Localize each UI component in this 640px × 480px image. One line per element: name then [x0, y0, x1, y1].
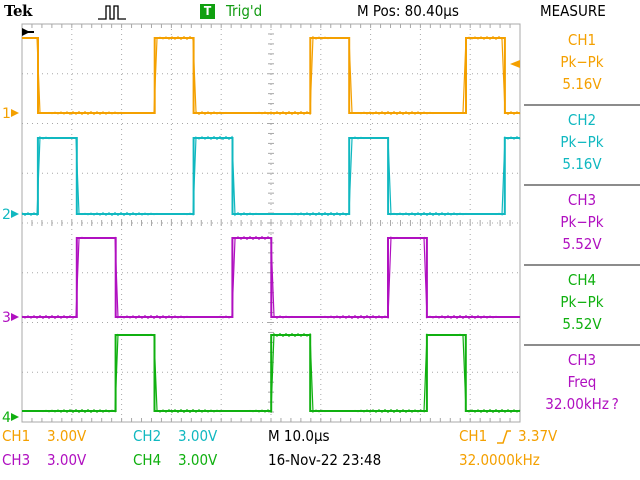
- channel-marker-arrow-icon: [11, 313, 19, 321]
- measurement-type: Pk−Pk: [560, 53, 604, 71]
- trigger-status: Trig'd: [226, 2, 263, 20]
- ch1-label: CH1: [2, 427, 31, 445]
- measurement-value: 32.00kHz ?: [545, 395, 619, 413]
- measurement-value: 5.16V: [562, 75, 602, 93]
- date-time: 16-Nov-22 23:48: [268, 451, 382, 469]
- menu-separator: [524, 264, 640, 266]
- channel-marker-arrow-icon: [11, 109, 19, 117]
- ch1-scale: 3.00V: [47, 427, 87, 445]
- channel-marker-1[interactable]: 1: [2, 106, 11, 122]
- measurement-3[interactable]: CH3 Pk−Pk 5.52V: [524, 189, 640, 255]
- channel-marker-arrow-icon: [11, 413, 19, 421]
- measurement-value: 5.52V: [562, 235, 602, 253]
- measurement-channel: CH3: [567, 351, 597, 369]
- measurement-type: Pk−Pk: [560, 133, 604, 151]
- ch2-label: CH2: [133, 427, 162, 445]
- measure-menu-title[interactable]: MEASURE: [540, 2, 606, 20]
- measurement-channel: CH4: [567, 271, 597, 289]
- channel-marker-arrow-icon: [11, 210, 19, 218]
- ch3-scale: 3.00V: [47, 451, 87, 469]
- channel-marker-3[interactable]: 3: [2, 310, 11, 326]
- trigger-level-arrow-icon: [510, 60, 520, 68]
- trigger-frequency: 32.0000kHz: [459, 451, 540, 469]
- horizontal-position: M Pos: 80.40µs: [357, 2, 459, 20]
- measurement-4[interactable]: CH4 Pk−Pk 5.52V: [524, 269, 640, 335]
- ch2-scale: 3.00V: [178, 427, 218, 445]
- measurement-type: Pk−Pk: [560, 213, 604, 231]
- measurement-type: Freq: [567, 373, 597, 391]
- menu-separator: [524, 344, 640, 346]
- measurement-channel: CH3: [567, 191, 597, 209]
- ch4-scale: 3.00V: [178, 451, 218, 469]
- timebase: M 10.0µs: [268, 427, 330, 445]
- measurement-5[interactable]: CH3 Freq 32.00kHz ?: [524, 349, 640, 415]
- ch3-label: CH3: [2, 451, 31, 469]
- trigger-badge: T: [200, 4, 215, 19]
- menu-separator: [524, 104, 640, 106]
- ch3-trace-noise: [21, 236, 521, 319]
- trigger-level: 3.37V: [518, 427, 558, 445]
- pulse-waveform-icon: [98, 5, 126, 20]
- measurement-channel: CH2: [567, 111, 597, 129]
- rising-edge-icon: [497, 430, 511, 444]
- channel-markers: 1 2 3 4: [2, 28, 520, 426]
- ch4-label: CH4: [133, 451, 162, 469]
- ch1-trace-noise: [21, 35, 521, 116]
- measurement-2[interactable]: CH2 Pk−Pk 5.16V: [524, 109, 640, 175]
- measurement-type: Pk−Pk: [560, 293, 604, 311]
- ch2-trace-noise: [21, 135, 521, 217]
- channel-marker-2[interactable]: 2: [2, 207, 11, 223]
- measurement-value: 5.16V: [562, 155, 602, 173]
- measurement-channel: CH1: [567, 31, 597, 49]
- measurement-value: 5.52V: [562, 315, 602, 333]
- ch4-trace-noise: [21, 332, 521, 414]
- tek-logo: Tek: [4, 2, 32, 20]
- channel-marker-4[interactable]: 4: [2, 410, 11, 426]
- waveform-traces: [21, 35, 521, 414]
- measurement-1[interactable]: CH1 Pk−Pk 5.16V: [524, 29, 640, 95]
- trigger-source: CH1: [459, 427, 488, 445]
- menu-separator: [524, 184, 640, 186]
